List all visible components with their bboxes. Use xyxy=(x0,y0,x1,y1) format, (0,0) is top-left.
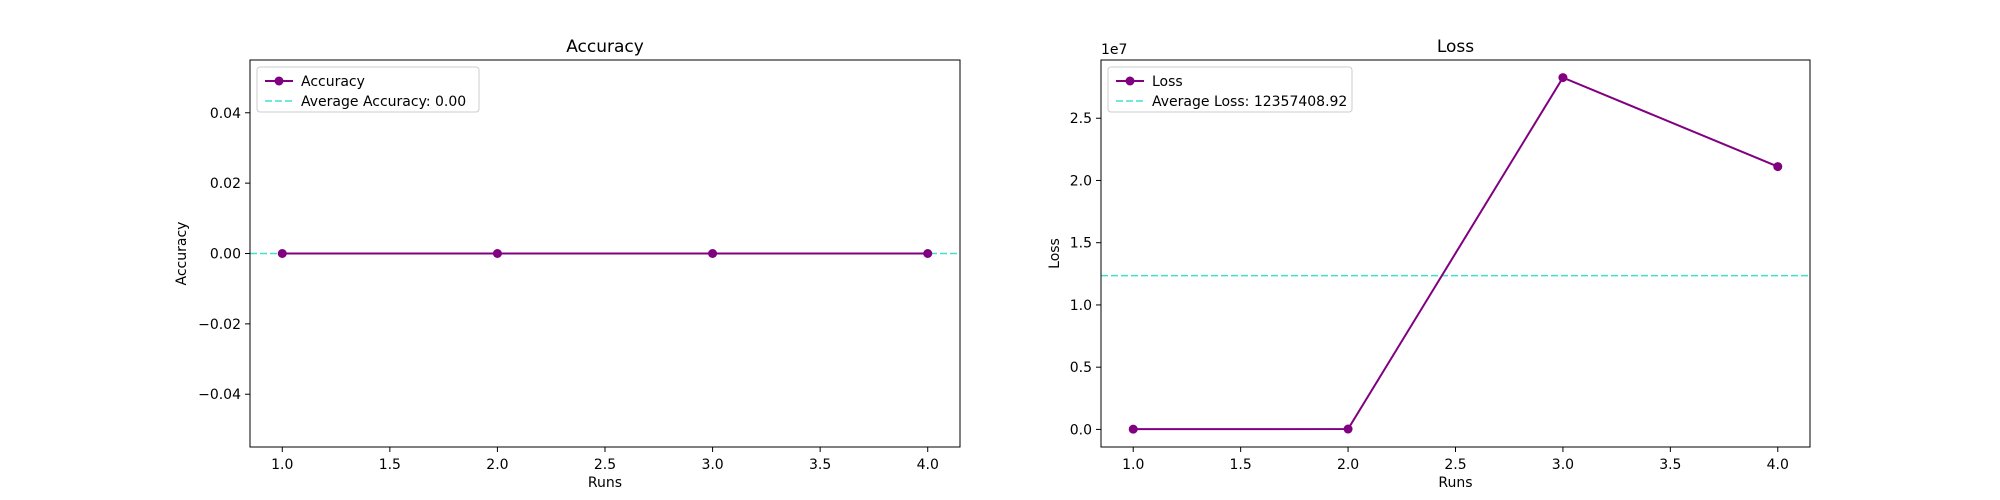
y-tick-label: 2.5 xyxy=(1070,111,1092,127)
accuracy-chart: 1.0 1.5 2.0 2.5 3.0 3.5 4.0 −0.04 −0.02 0.00 0.02 0… xyxy=(174,37,961,491)
legend-series-marker xyxy=(1125,76,1135,86)
legend-series-marker xyxy=(274,76,284,86)
x-tick-label: 1.5 xyxy=(1230,457,1252,473)
loss-chart: 1.0 1.5 2.0 2.5 3.0 3.5 4.0 0.0 0.5 1.0 1.5 2.0 2.5 1… xyxy=(1047,37,1811,491)
y-tick-label: 1.5 xyxy=(1070,236,1092,252)
data-point xyxy=(492,249,502,258)
x-tick-label: 1.5 xyxy=(379,457,401,473)
data-point xyxy=(277,249,287,258)
x-tick-label: 2.5 xyxy=(594,457,616,473)
y-axis-label: Accuracy xyxy=(174,222,190,286)
legend-average-label: Average Loss: 12357408.92 xyxy=(1152,94,1347,110)
y-tick-label: 0.0 xyxy=(1070,422,1092,438)
x-tick-label: 4.0 xyxy=(1767,457,1789,473)
x-tick-label: 3.0 xyxy=(701,457,723,473)
x-tick-label: 2.0 xyxy=(486,457,508,473)
data-point xyxy=(1128,424,1138,434)
x-tick-label: 2.5 xyxy=(1444,457,1466,473)
data-point xyxy=(1343,424,1353,434)
x-tick-label: 1.0 xyxy=(1122,457,1144,473)
y-tick-label: 0.04 xyxy=(210,106,241,122)
y-axis-label: Loss xyxy=(1047,238,1063,269)
chart-title: Accuracy xyxy=(566,37,644,57)
y-offset-label: 1e7 xyxy=(1101,42,1127,58)
legend-box xyxy=(1107,66,1353,113)
data-point xyxy=(1558,73,1568,83)
legend-box xyxy=(256,66,480,113)
y-tick-label: −0.02 xyxy=(198,317,241,333)
y-tick-label: 0.00 xyxy=(210,247,241,263)
chart-title: Loss xyxy=(1437,37,1474,57)
series-line xyxy=(1133,76,1779,431)
x-axis-label: Runs xyxy=(588,475,622,491)
y-tick-label: 0.5 xyxy=(1070,360,1092,376)
data-point xyxy=(1773,162,1783,172)
x-tick-label: 4.0 xyxy=(917,457,939,473)
legend: Loss Average Loss: 12357408.92 xyxy=(1107,66,1353,113)
legend-series-label: Loss xyxy=(1152,74,1183,90)
legend-average-label: Average Accuracy: 0.00 xyxy=(301,94,466,110)
y-tick-label: 1.0 xyxy=(1070,298,1092,314)
y-tick-label: 0.02 xyxy=(210,176,241,192)
x-axis-label: Runs xyxy=(1438,475,1472,491)
legend: Accuracy Average Accuracy: 0.00 xyxy=(256,66,480,113)
data-point xyxy=(923,249,933,258)
legend-series-label: Accuracy xyxy=(301,74,365,90)
y-tick-label: 2.0 xyxy=(1070,173,1092,189)
x-tick-label: 2.0 xyxy=(1337,457,1359,473)
x-tick-label: 3.5 xyxy=(1659,457,1681,473)
x-tick-label: 3.5 xyxy=(809,457,831,473)
x-tick-label: 1.0 xyxy=(271,457,293,473)
y-tick-label: −0.04 xyxy=(198,387,241,403)
data-point xyxy=(708,249,718,258)
x-tick-label: 3.0 xyxy=(1552,457,1574,473)
